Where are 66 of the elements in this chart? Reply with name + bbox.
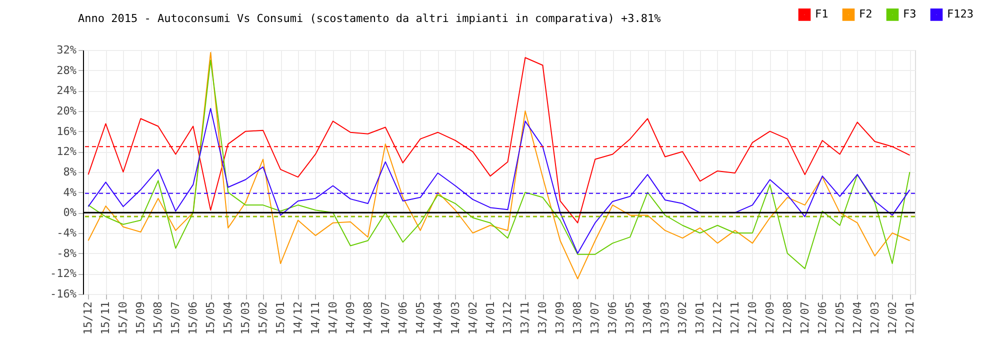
x-tick-label: 14/03 [448,302,462,335]
y-tick-label: 16% [56,124,77,138]
y-tick-label: 0% [63,206,77,220]
y-tick-label: 20% [56,104,77,118]
x-tick-label: 15/01 [274,302,288,335]
y-tick-label: 28% [56,64,77,77]
legend-label: F3 [903,8,916,21]
x-tick-label: 15/03 [239,302,252,335]
x-tick-label: 13/02 [676,302,690,335]
x-tick-label: 12/09 [763,302,776,335]
x-tick-label: 13/01 [694,302,707,335]
x-tick-label: 12/01 [903,302,916,335]
x-tick-label: 15/12 [82,302,95,335]
x-tick-label: 12/10 [746,302,759,335]
x-tick-label: 13/11 [518,302,532,335]
legend-label: F2 [859,8,872,21]
y-tick-label: -8% [56,246,77,260]
x-tick-label: 14/09 [344,302,357,335]
legend-label: F1 [815,8,828,21]
x-tick-label: 13/07 [588,302,602,335]
x-tick-label: 14/04 [431,301,444,335]
x-tick-label: 14/05 [414,302,427,335]
y-tick-label: 24% [56,84,77,98]
x-tick-label: 14/02 [466,302,480,335]
x-tick-label: 12/08 [780,302,794,335]
y-tick-label: -4% [56,226,77,240]
x-tick-label: 12/03 [868,302,882,335]
x-tick-label: 12/04 [850,301,864,335]
y-tick-label: 32% [56,44,77,56]
x-tick-label: 15/09 [134,302,148,335]
x-tick-label: 12/12 [710,302,724,335]
x-tick-label: 15/02 [256,302,270,335]
x-tick-label: 15/05 [204,302,218,335]
x-tick-label: 13/04 [641,301,654,335]
y-tick-label: 8% [63,166,77,178]
x-tick-label: 15/04 [222,301,235,335]
x-tick-label: 13/09 [554,302,567,335]
x-tick-label: 12/05 [833,302,846,335]
chart-title: Anno 2015 - Autoconsumi Vs Consumi (scostamento da altri impianti in comparativa) +3.81% [78,12,662,25]
x-tick-label: 13/10 [536,302,550,335]
x-tick-label: 12/07 [798,302,812,335]
x-tick-label: 12/02 [886,302,899,335]
x-tick-label: 15/06 [186,302,200,335]
x-tick-label: 14/01 [484,302,497,335]
x-tick-label: 13/06 [606,302,620,335]
x-tick-label: 13/08 [571,302,584,335]
x-tick-label: 14/12 [291,302,304,335]
x-tick-label: 15/10 [116,302,130,335]
x-tick-label: 15/07 [169,302,182,335]
x-tick-label: 14/06 [396,302,410,335]
x-tick-label: 15/08 [152,302,165,335]
x-tick-label: 14/11 [308,302,322,335]
x-tick-label: 12/11 [728,302,742,335]
x-tick-label: 13/03 [658,302,672,335]
x-tick-label: 13/12 [501,302,514,335]
x-tick-label: 14/07 [378,302,392,335]
x-tick-label: 15/11 [99,302,112,335]
x-tick-label: 14/10 [326,302,340,335]
y-tick-label: -16% [50,288,77,300]
x-tick-label: 12/06 [816,302,829,335]
y-tick-label: 12% [56,145,77,158]
x-tick-label: 14/08 [361,302,374,335]
y-tick-label: -12% [50,267,77,280]
y-tick-label: 4% [63,186,77,199]
legend-label: F123 [947,8,974,21]
x-tick-label: 13/05 [624,302,637,335]
